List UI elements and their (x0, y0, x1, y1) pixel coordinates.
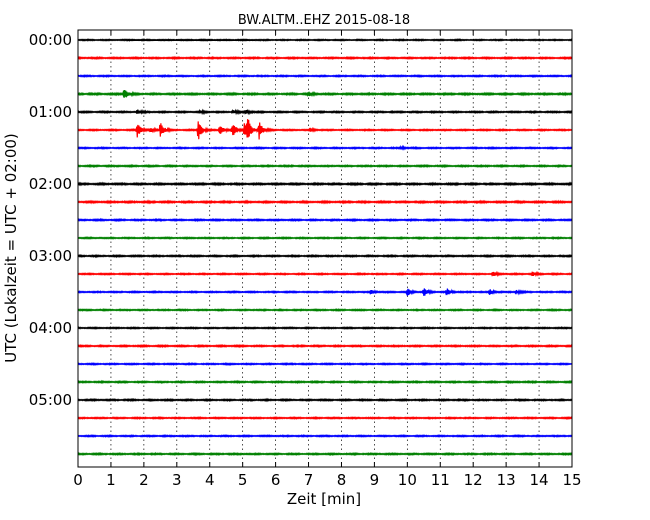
x-tick-label: 14 (530, 471, 549, 489)
x-tick-label: 5 (238, 471, 248, 489)
trace-0545 (77, 451, 573, 457)
y-tick-label: 03:00 (29, 247, 72, 265)
y-tick-label: 01:00 (29, 103, 72, 121)
trace-0100 (77, 108, 573, 116)
x-tick-label: 6 (271, 471, 281, 489)
x-tick-label: 8 (337, 471, 347, 489)
trace-0145 (77, 163, 573, 169)
trace-0300 (77, 253, 573, 259)
trace-0515 (77, 415, 573, 421)
trace-0400 (77, 325, 573, 331)
trace-0330 (77, 288, 573, 296)
axis-ticks: 0 1 2 3 4 5 6 7 8 9 10 11 12 13 14 1500:0001:0002:0003:… (29, 30, 582, 489)
trace-0245 (77, 235, 573, 241)
trace-0445 (77, 379, 573, 385)
x-tick-label: 4 (205, 471, 215, 489)
x-tick-label: 13 (497, 471, 516, 489)
y-tick-label: 04:00 (29, 319, 72, 337)
trace-0345 (77, 307, 573, 313)
x-tick-label: 1 (106, 471, 116, 489)
trace-0230 (77, 217, 573, 223)
x-tick-label: 0 (73, 471, 83, 489)
trace-0415 (77, 343, 573, 349)
x-tick-label: 10 (398, 471, 417, 489)
y-tick-label: 00:00 (29, 31, 72, 49)
x-tick-label: 11 (431, 471, 450, 489)
grid-lines (110, 30, 540, 467)
trace-0130 (77, 144, 573, 151)
x-tick-label: 12 (464, 471, 483, 489)
x-tick-label: 9 (370, 471, 380, 489)
x-tick-label: 15 (562, 471, 581, 489)
trace-0030 (77, 73, 573, 79)
y-tick-label: 05:00 (29, 391, 72, 409)
y-axis-label: UTC (Lokalzeit = UTC + 02:00) (2, 133, 20, 363)
seismic-traces (77, 38, 573, 457)
y-tick-label: 02:00 (29, 175, 72, 193)
trace-0315 (77, 270, 573, 278)
plot-frame (77, 29, 573, 468)
trace-0015 (77, 55, 573, 61)
trace-0200 (77, 181, 573, 187)
trace-0000 (77, 38, 573, 42)
trace-0045 (77, 90, 573, 98)
x-axis-label: Zeit [min] (287, 490, 361, 508)
x-tick-label: 2 (139, 471, 149, 489)
chart-title: BW.ALTM..EHZ 2015-08-18 (238, 13, 410, 28)
trace-0430 (77, 361, 573, 367)
trace-0530 (77, 433, 573, 439)
x-tick-label: 3 (172, 471, 182, 489)
trace-0500 (77, 397, 573, 403)
trace-0115 (77, 119, 573, 140)
x-tick-label: 7 (304, 471, 314, 489)
trace-0215 (77, 199, 573, 205)
